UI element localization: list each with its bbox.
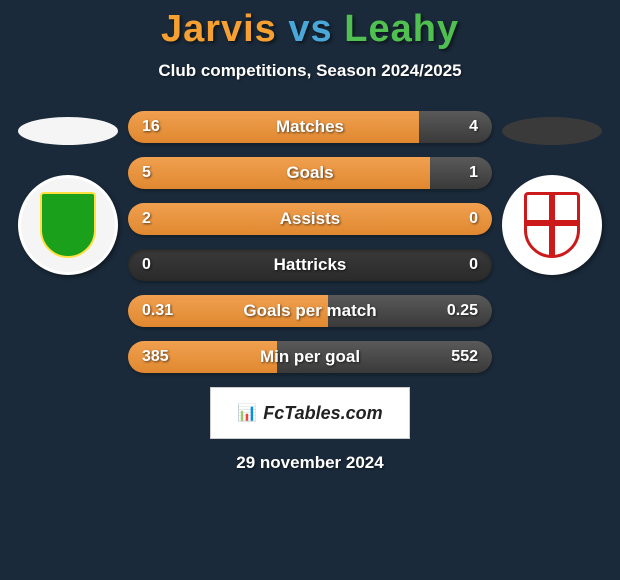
stat-value-right: 0 <box>469 256 478 274</box>
stat-value-right: 1 <box>469 164 478 182</box>
stat-label: Matches <box>128 117 492 137</box>
comparison-title: Jarvis vs Leahy <box>0 0 620 51</box>
source-logo-text: FcTables.com <box>263 403 382 424</box>
stat-row: 0.31Goals per match0.25 <box>128 295 492 327</box>
vs-separator: vs <box>288 8 332 50</box>
right-side <box>492 111 612 373</box>
stat-label: Min per goal <box>128 347 492 367</box>
stat-label: Assists <box>128 209 492 229</box>
player2-name: Leahy <box>344 8 459 50</box>
stat-row: 0Hattricks0 <box>128 249 492 281</box>
crest-shield-icon <box>40 192 96 258</box>
stat-value-right: 0.25 <box>447 302 478 320</box>
stat-row: 5Goals1 <box>128 157 492 189</box>
stat-label: Hattricks <box>128 255 492 275</box>
player1-oval-icon <box>18 117 118 145</box>
stats-column: 16Matches45Goals12Assists00Hattricks00.3… <box>128 111 492 373</box>
main-layout: 16Matches45Goals12Assists00Hattricks00.3… <box>0 111 620 373</box>
stat-label: Goals per match <box>128 301 492 321</box>
footer-date: 29 november 2024 <box>0 453 620 473</box>
stat-value-right: 0 <box>469 210 478 228</box>
stat-label: Goals <box>128 163 492 183</box>
crest-shield-icon <box>524 192 580 258</box>
left-side <box>8 111 128 373</box>
stat-row: 2Assists0 <box>128 203 492 235</box>
chart-icon: 📊 <box>237 403 257 423</box>
source-logo: 📊 FcTables.com <box>210 387 410 439</box>
subtitle: Club competitions, Season 2024/2025 <box>0 61 620 81</box>
player1-club-crest <box>18 175 118 275</box>
player2-oval-icon <box>502 117 602 145</box>
stat-row: 16Matches4 <box>128 111 492 143</box>
stat-value-right: 552 <box>451 348 478 366</box>
stat-value-right: 4 <box>469 118 478 136</box>
stat-row: 385Min per goal552 <box>128 341 492 373</box>
player1-name: Jarvis <box>161 8 277 50</box>
player2-club-crest <box>502 175 602 275</box>
